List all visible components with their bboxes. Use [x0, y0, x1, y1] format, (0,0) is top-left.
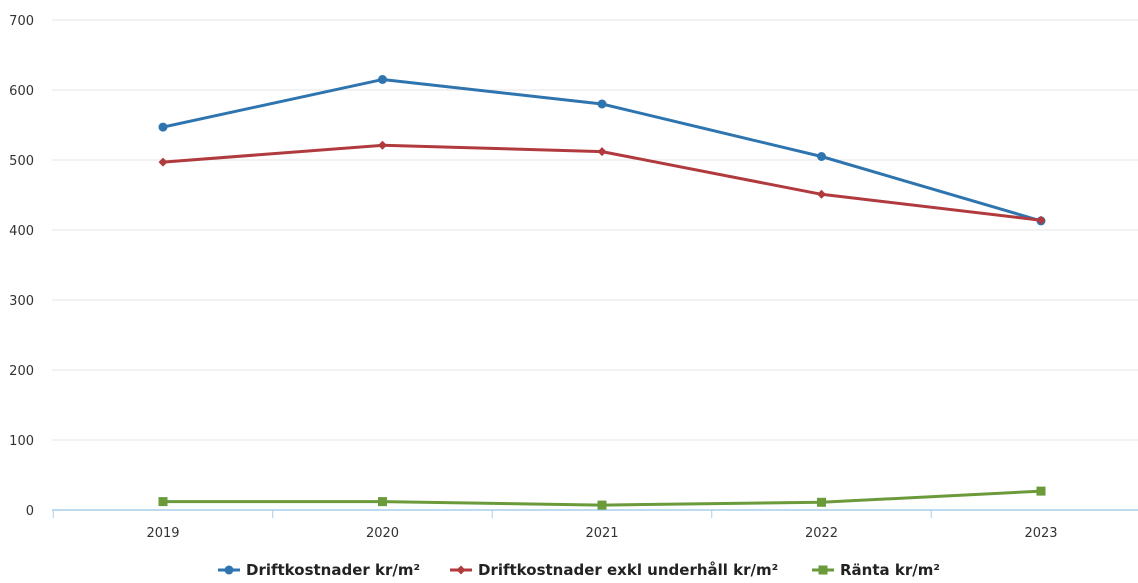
x-tick-label-2019: 2019 — [146, 526, 179, 541]
data-point-2-2021 — [597, 500, 607, 510]
y-tick-label-200: 200 — [9, 364, 34, 379]
legend-swatch-marker — [224, 565, 234, 575]
series-1 — [158, 140, 1046, 225]
legend-label-1: Driftkostnader exkl underhåll kr/m² — [478, 561, 778, 579]
data-point-1-2021 — [597, 147, 607, 157]
series-group — [158, 75, 1046, 510]
data-point-2-2019 — [158, 497, 168, 507]
x-axis-tick-labels: 2019 2020 2021 2022 2023 — [146, 526, 1057, 541]
data-point-1-2019 — [158, 157, 168, 167]
data-point-1-2020 — [378, 140, 387, 150]
x-tick-label-2022: 2022 — [805, 526, 838, 541]
y-tick-label-300: 300 — [9, 294, 34, 309]
x-tick-label-2021: 2021 — [585, 526, 618, 541]
data-point-2-2022 — [817, 497, 826, 507]
legend-item-0: Driftkostnader kr/m² — [218, 561, 420, 579]
y-tick-label-600: 600 — [9, 84, 34, 99]
legend-label-2: Ränta kr/m² — [840, 561, 940, 579]
legend-swatch-marker — [818, 565, 828, 575]
data-point-0-2021 — [597, 99, 607, 109]
x-tick-label-2020: 2020 — [366, 526, 399, 541]
y-tick-label-400: 400 — [9, 224, 34, 239]
legend: Driftkostnader kr/m² Driftkostnader exkl … — [218, 561, 940, 579]
legend-swatch-marker — [456, 565, 466, 575]
grid-lines — [52, 19, 1138, 441]
legend-item-2: Ränta kr/m² — [812, 561, 940, 579]
data-point-0-2022 — [817, 152, 826, 161]
data-point-0-2020 — [378, 75, 387, 84]
x-axis — [52, 509, 1138, 518]
data-point-2-2020 — [378, 497, 387, 507]
data-point-0-2019 — [158, 122, 168, 132]
legend-label-0: Driftkostnader kr/m² — [246, 561, 420, 579]
y-tick-label-100: 100 — [9, 434, 34, 449]
y-axis-tick-labels: 0 100 200 300 400 500 600 700 — [9, 14, 34, 519]
y-tick-label-0: 0 — [26, 504, 34, 519]
x-tick-label-2023: 2023 — [1024, 526, 1057, 541]
series-2 — [158, 486, 1046, 510]
y-tick-label-700: 700 — [9, 14, 34, 29]
data-point-1-2023 — [1036, 215, 1046, 225]
legend-item-1: Driftkostnader exkl underhåll kr/m² — [450, 561, 778, 579]
y-tick-label-500: 500 — [9, 154, 34, 169]
data-point-2-2023 — [1036, 486, 1046, 496]
data-point-1-2022 — [817, 189, 826, 199]
